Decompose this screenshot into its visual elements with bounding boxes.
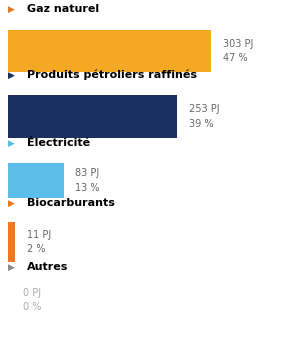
Text: 2 %: 2 % — [27, 244, 46, 254]
Text: 39 %: 39 % — [189, 119, 214, 129]
Text: 0 %: 0 % — [23, 302, 41, 312]
FancyBboxPatch shape — [8, 222, 15, 262]
Text: ▶: ▶ — [8, 5, 15, 14]
Text: Gaz naturel: Gaz naturel — [27, 4, 100, 14]
Text: ▶: ▶ — [8, 71, 15, 80]
Text: 0 PJ: 0 PJ — [23, 288, 41, 298]
Text: Autres: Autres — [27, 262, 69, 272]
Text: 83 PJ: 83 PJ — [75, 168, 100, 178]
Text: 13 %: 13 % — [75, 183, 100, 193]
Text: ▶: ▶ — [8, 199, 15, 208]
Text: ▶: ▶ — [8, 139, 15, 148]
FancyBboxPatch shape — [8, 163, 63, 198]
FancyBboxPatch shape — [8, 30, 211, 72]
Text: 11 PJ: 11 PJ — [27, 230, 52, 239]
Text: Produits pétroliers raffinés: Produits pétroliers raffinés — [27, 69, 197, 80]
Text: ▶: ▶ — [8, 263, 15, 272]
Text: 47 %: 47 % — [223, 53, 247, 64]
Text: Biocarburants: Biocarburants — [27, 198, 115, 208]
Text: 253 PJ: 253 PJ — [189, 104, 220, 114]
FancyBboxPatch shape — [8, 95, 177, 138]
Text: Électricité: Électricité — [27, 138, 91, 148]
Text: 303 PJ: 303 PJ — [223, 38, 253, 49]
